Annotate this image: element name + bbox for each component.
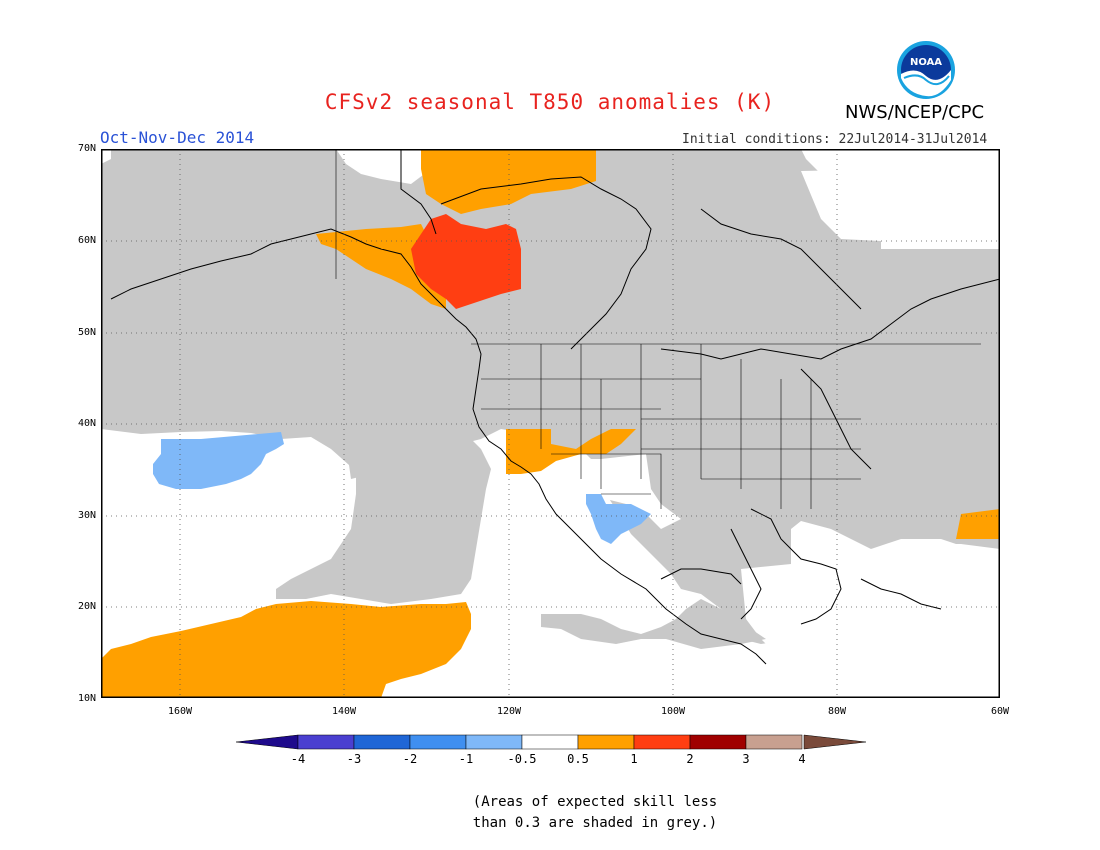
skill-note-line1: (Areas of expected skill less: [472, 794, 718, 810]
low-skill-grey-region: [101, 149, 1000, 644]
anomaly-map: [101, 149, 1000, 698]
forecast-period: Oct-Nov-Dec 2014: [100, 128, 255, 147]
lon-label-120w: 120W: [496, 706, 522, 717]
arctic-white: [801, 149, 1000, 249]
map-title: CFSv2 seasonal T850 anomalies (K): [324, 90, 776, 114]
colorbar-label: 2: [686, 752, 694, 766]
alaska-white: [336, 149, 431, 184]
map-frame: [101, 149, 1000, 698]
colorbar-cell: [521, 734, 579, 750]
initial-conditions: Initial conditions: 22Jul2014-31Jul2014: [682, 132, 988, 147]
colorbar-label: -4: [290, 752, 306, 766]
lat-label-50n: 50N: [77, 327, 96, 338]
warm-anomaly-southwest: [506, 429, 636, 474]
colorbar-label: -2: [402, 752, 418, 766]
cold-anomaly-mexico: [586, 494, 651, 544]
colorbar-cell: [297, 734, 355, 750]
lat-label-10n: 10N: [77, 693, 96, 704]
lon-label-60w: 60W: [990, 706, 1010, 717]
colorbar-cell: [353, 734, 411, 750]
lat-label-60n: 60N: [77, 235, 96, 246]
caribbean-white: [741, 544, 1000, 698]
warm-anomaly-arctic: [421, 149, 596, 214]
skill-note-line2: than 0.3 are shaded in grey.): [472, 815, 718, 831]
lat-label-20n: 20N: [77, 601, 96, 612]
political-boundaries: [335, 149, 981, 509]
colorbar-cell: [633, 734, 691, 750]
lat-label-30n: 30N: [77, 510, 96, 521]
organization-label: NWS/NCEP/CPC: [845, 102, 985, 123]
colorbar-cell: [465, 734, 523, 750]
colorbar-cell: [409, 734, 467, 750]
lon-label-80w: 80W: [827, 706, 847, 717]
lon-label-100w: 100W: [660, 706, 686, 717]
cold-anomaly-pacific: [153, 432, 284, 489]
colorbar-label: -1: [458, 752, 474, 766]
lon-label-160w: 160W: [167, 706, 193, 717]
coastlines: [110, 149, 1000, 665]
colorbar-label: 0.5: [567, 752, 589, 766]
colorbar-arrow-right: [803, 734, 866, 750]
colorbar-cell: [689, 734, 747, 750]
svg-text:NOAA: NOAA: [910, 57, 942, 68]
low-skill-grey-pacific: [271, 429, 491, 604]
colorbar-label: 1: [630, 752, 638, 766]
colorbar-cell: [577, 734, 635, 750]
colorbar-label: 3: [742, 752, 750, 766]
lat-label-40n: 40N: [77, 418, 96, 429]
colorbar-arrow-left: [236, 734, 299, 750]
colorbar-cells: [297, 734, 803, 750]
warm-anomaly-atlantic: [956, 509, 1000, 539]
lat-label-70n: 70N: [77, 143, 96, 154]
warm-anomaly-strong-canada: [411, 214, 521, 309]
warm-anomaly-tropical-pacific: [101, 601, 471, 698]
pacific-white-west: [101, 149, 111, 164]
colorbar-label: 4: [798, 752, 806, 766]
colorbar-label: -3: [346, 752, 362, 766]
skill-note: (Areas of expected skill less than 0.3 a…: [460, 792, 730, 834]
southwest-white: [551, 454, 681, 529]
colorbar-cell: [745, 734, 803, 750]
noaa-logo: NOAA: [897, 41, 955, 99]
colorbar: [236, 734, 866, 750]
lon-label-140w: 140W: [331, 706, 357, 717]
colorbar-label: -0.5: [507, 752, 537, 766]
